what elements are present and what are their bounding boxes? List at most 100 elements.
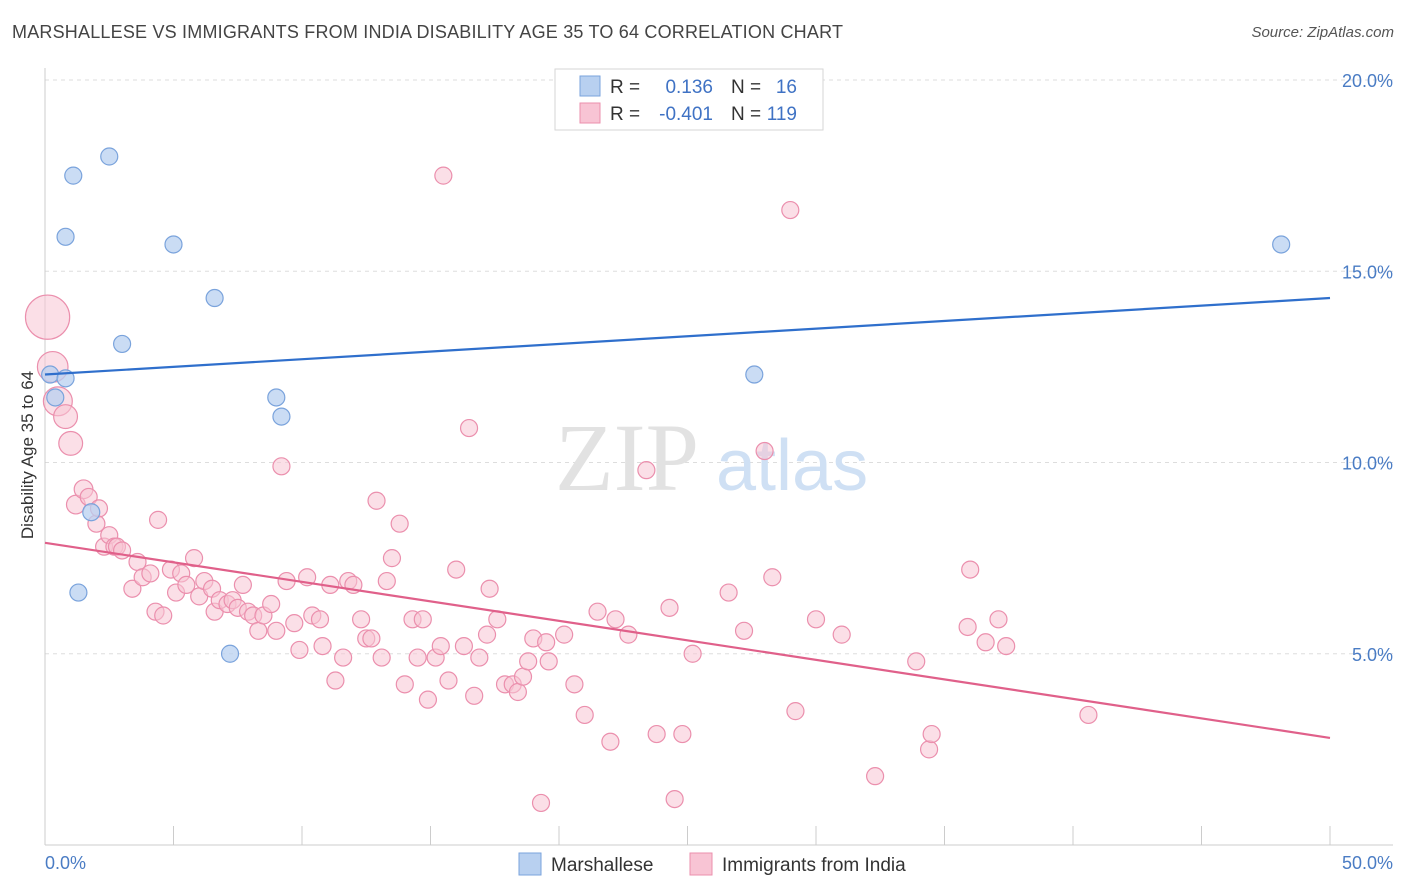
india-point [413, 610, 432, 629]
india-point [673, 724, 692, 744]
india-point [58, 430, 84, 456]
marshallese-point [220, 644, 240, 663]
india-point [434, 166, 453, 185]
watermark-atlas: atlas [716, 426, 868, 506]
india-point [184, 549, 204, 568]
y-axis-label: Disability Age 35 to 64 [18, 371, 37, 539]
india-point [907, 652, 926, 671]
india-point [123, 579, 142, 598]
india-point [408, 648, 427, 667]
india-point [539, 652, 558, 671]
marshallese-point [82, 503, 101, 522]
y-tick-label: 5.0% [1352, 645, 1393, 665]
india-point [619, 625, 638, 644]
marshallese-point [69, 583, 88, 602]
grid-lines [45, 79, 1393, 655]
india-point [390, 514, 409, 533]
india-point [377, 571, 396, 591]
india-point [262, 594, 281, 614]
india-point [459, 418, 479, 438]
marshallese-point [56, 227, 75, 246]
india-point [267, 621, 286, 640]
marshallese-point [272, 407, 291, 426]
legend-n-label-1: N = [731, 77, 761, 98]
marshallese-point [112, 334, 132, 354]
india-point [480, 579, 499, 598]
india-point [513, 667, 533, 686]
y-tick-label: 10.0% [1342, 454, 1393, 474]
marshallese-trend-line [44, 296, 1331, 376]
india-point [508, 682, 527, 702]
india-point [961, 560, 980, 579]
india-point [588, 602, 607, 621]
india-point [922, 724, 941, 744]
india-point [531, 793, 551, 813]
india-point [367, 491, 386, 510]
marshallese-point [46, 388, 65, 407]
india-point [362, 629, 381, 648]
india-point [290, 640, 309, 660]
india-point [606, 610, 625, 629]
india-point [601, 732, 620, 751]
watermark: ZIP atlas [555, 404, 868, 511]
india-point [637, 461, 656, 480]
india-point [866, 767, 885, 786]
india-point [1079, 705, 1098, 725]
marshallese-point [267, 388, 286, 407]
chart-title: MARSHALLESE VS IMMIGRANTS FROM INDIA DIS… [12, 22, 844, 42]
india-point [352, 610, 371, 629]
india-point [997, 636, 1016, 656]
marshallese-point [1272, 235, 1291, 254]
x-tick-label-min: 0.0% [45, 853, 86, 873]
x-tick-label-max: 50.0% [1342, 853, 1393, 873]
india-point [233, 575, 252, 595]
legend-r-label-1: R = [610, 77, 640, 98]
y-tick-label: 20.0% [1342, 71, 1393, 91]
india-point [719, 583, 738, 602]
india-point [989, 610, 1008, 629]
y-tick-label: 15.0% [1342, 262, 1393, 282]
india-point [382, 549, 402, 568]
india-point [763, 568, 782, 587]
india-point [565, 675, 584, 694]
india-point [665, 789, 684, 809]
india-point [439, 671, 458, 690]
india-point [477, 625, 497, 644]
india-point [53, 404, 79, 430]
marshallese-point [64, 166, 83, 185]
india-point [249, 621, 268, 640]
axes: 5.0% 10.0% 15.0% 20.0% [44, 68, 1393, 846]
india-point [537, 633, 556, 652]
india-point [660, 598, 679, 617]
watermark-zip: ZIP [555, 404, 699, 511]
india-point [141, 564, 160, 583]
india-point [154, 606, 173, 625]
india-point [755, 441, 774, 461]
marshallese-point [100, 147, 119, 166]
india-point [786, 702, 805, 721]
india-point [24, 294, 71, 340]
india-point [555, 625, 574, 644]
india-point [310, 610, 330, 629]
india-point [148, 510, 168, 529]
india-point [781, 200, 800, 220]
india-trend-line [44, 541, 1331, 739]
india-point [454, 636, 474, 656]
legend-r-value-1: 0.136 [665, 77, 713, 98]
india-point [418, 690, 438, 709]
india-point [334, 648, 353, 667]
legend-r-label-2: R = [610, 104, 640, 125]
series-marshallese-points [41, 147, 1291, 663]
legend-n-value-2: 119 [767, 104, 797, 125]
marshallese-point [164, 235, 183, 254]
legend-r-value-2: -0.401 [659, 104, 713, 125]
bottom-legend-swatch-marshallese [518, 852, 542, 876]
legend-swatch-india [579, 102, 601, 124]
india-point [806, 610, 826, 629]
india-point [313, 636, 332, 656]
india-point [575, 705, 594, 725]
bottom-legend-swatch-india [689, 852, 713, 876]
india-point [465, 686, 484, 705]
india-point [326, 671, 345, 690]
bottom-legend-label-marshallese: Marshallese [551, 855, 653, 876]
